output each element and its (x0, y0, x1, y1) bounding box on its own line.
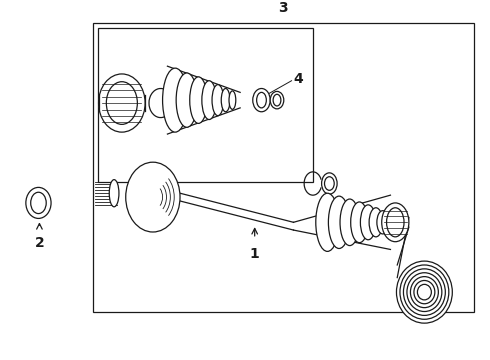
Ellipse shape (377, 211, 389, 234)
Ellipse shape (229, 91, 236, 109)
Ellipse shape (202, 81, 217, 120)
Ellipse shape (387, 208, 404, 237)
Ellipse shape (382, 203, 409, 242)
Ellipse shape (109, 180, 119, 207)
Ellipse shape (351, 202, 368, 243)
Ellipse shape (31, 192, 46, 213)
Ellipse shape (273, 94, 281, 106)
Ellipse shape (163, 68, 188, 132)
Ellipse shape (340, 199, 360, 246)
Ellipse shape (106, 82, 137, 124)
Text: 4: 4 (294, 72, 303, 86)
Ellipse shape (257, 93, 267, 108)
Bar (93, 23, 474, 311)
Ellipse shape (316, 193, 339, 251)
Text: 3: 3 (278, 1, 288, 15)
Ellipse shape (126, 162, 180, 232)
Ellipse shape (26, 188, 51, 219)
Text: 2: 2 (35, 236, 44, 250)
Ellipse shape (98, 74, 145, 132)
Ellipse shape (321, 173, 337, 194)
Ellipse shape (328, 196, 350, 248)
Ellipse shape (324, 177, 334, 190)
Ellipse shape (270, 91, 284, 109)
Ellipse shape (369, 208, 383, 237)
Ellipse shape (212, 85, 223, 116)
Ellipse shape (221, 89, 230, 112)
Text: 1: 1 (250, 247, 260, 261)
Ellipse shape (360, 205, 376, 240)
Ellipse shape (190, 77, 207, 123)
Ellipse shape (396, 261, 452, 323)
Ellipse shape (176, 73, 197, 127)
Ellipse shape (253, 89, 270, 112)
Bar (98, 28, 313, 181)
